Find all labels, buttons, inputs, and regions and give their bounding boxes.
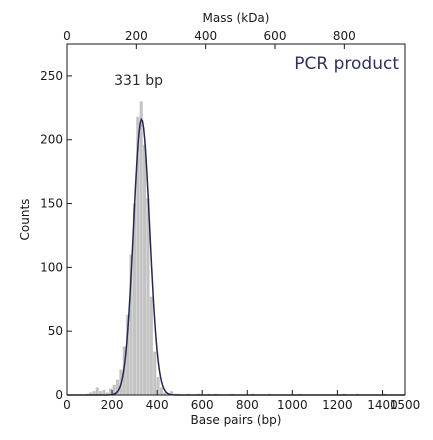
y-tick-label: 200 <box>40 133 63 147</box>
x-tick-label: 800 <box>236 398 259 412</box>
histogram-bar <box>143 144 147 395</box>
x-tick-label: 1000 <box>277 398 308 412</box>
x-tick-label: 1500 <box>390 398 421 412</box>
y-axis-title: Counts <box>18 199 32 241</box>
histogram-bar <box>92 391 96 395</box>
histogram-bar <box>159 387 164 395</box>
histogram-bar <box>116 379 120 395</box>
histogram-bar <box>139 101 143 395</box>
histogram-bar <box>95 387 99 395</box>
histogram-bar <box>149 296 153 395</box>
histogram-bar <box>163 392 167 395</box>
top-tick-label: 200 <box>125 29 148 43</box>
y-tick-label: 250 <box>40 69 63 83</box>
x-tick-label: 1200 <box>322 398 353 412</box>
x-axis-title: Base pairs (bp) <box>191 413 282 427</box>
histogram-bar <box>136 116 140 396</box>
histogram-bar <box>99 391 103 395</box>
x-tick-label: 600 <box>191 398 214 412</box>
histogram-bar <box>170 391 174 395</box>
plot-frame <box>66 43 406 396</box>
histogram-bar <box>88 392 93 395</box>
histogram-bar <box>153 351 157 395</box>
histogram-bar <box>129 254 133 395</box>
y-tick-label: 50 <box>48 324 63 338</box>
histogram-bar <box>102 389 106 395</box>
x-tick-label: 400 <box>146 398 169 412</box>
histogram-bar <box>112 384 116 395</box>
histogram-bar <box>109 388 113 395</box>
x-tick-label: 1400 <box>367 398 398 412</box>
chart-title: PCR product <box>294 54 399 74</box>
x-tick-label: 200 <box>101 398 124 412</box>
top-tick-label: 0 <box>63 29 71 43</box>
x-tick-label: 0 <box>63 398 71 412</box>
top-tick-label: 600 <box>264 29 287 43</box>
histogram-bar <box>132 203 136 395</box>
histogram-bars <box>85 101 387 396</box>
y-tick-label: 100 <box>40 260 63 274</box>
histogram-bar <box>105 392 109 395</box>
y-tick-label: 150 <box>40 197 63 211</box>
gaussian-fit-curve <box>67 117 405 396</box>
top-tick-label: 800 <box>333 29 356 43</box>
peak-annotation: 331 bp <box>114 73 163 89</box>
histogram-bar <box>146 198 150 395</box>
top-axis-title: Mass (kDa) <box>203 11 270 25</box>
top-tick-label: 400 <box>194 29 217 43</box>
histogram-bar <box>156 377 160 395</box>
histogram-bar <box>126 314 130 395</box>
y-tick-label: 0 <box>55 388 63 402</box>
